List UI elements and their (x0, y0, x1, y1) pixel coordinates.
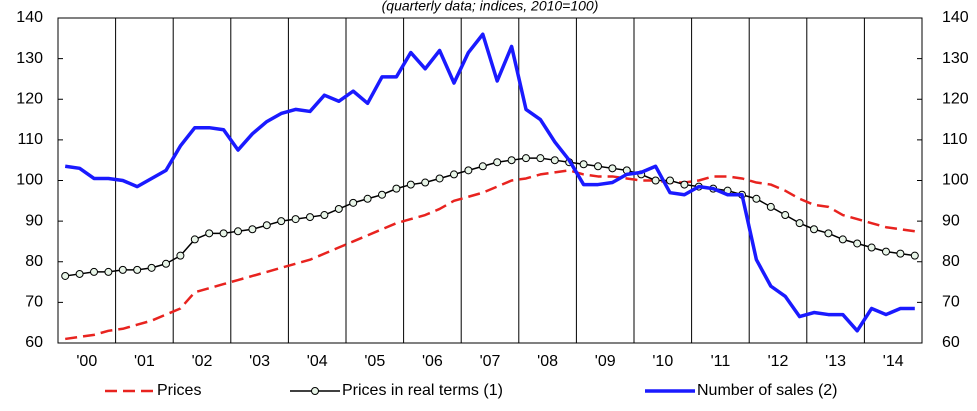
data-point (853, 239, 862, 248)
data-point (550, 156, 559, 165)
data-point (75, 269, 84, 278)
data-point (608, 164, 617, 173)
data-point (752, 194, 761, 203)
data-point (104, 267, 113, 276)
y2-tick-label: 130 (942, 50, 969, 67)
data-point (810, 225, 818, 234)
y-tick-label: 110 (17, 131, 43, 148)
y-tick-label: 100 (16, 172, 43, 189)
y2-tick-label: 70 (942, 294, 960, 311)
x-tick-label: '02 (192, 353, 213, 370)
legend-label: Prices in real terms (1) (342, 382, 503, 399)
y-tick-label: 80 (25, 253, 43, 270)
y2-tick-label: 140 (942, 9, 969, 26)
x-tick-label: '12 (768, 353, 789, 370)
x-tick-label: '05 (364, 353, 385, 370)
x-tick-label: '01 (134, 353, 155, 370)
y2-tick-label: 120 (942, 90, 969, 107)
data-point (450, 170, 458, 179)
data-point (176, 251, 185, 260)
x-tick-label: '14 (883, 353, 904, 370)
x-tick-label: '13 (825, 353, 846, 370)
data-point (320, 211, 329, 220)
series-line (65, 169, 915, 341)
data-point (421, 178, 430, 187)
data-point (262, 221, 271, 230)
x-tick-label: '00 (76, 353, 97, 370)
data-point (118, 265, 127, 274)
data-point (219, 229, 228, 238)
data-point (579, 160, 588, 169)
data-point (666, 176, 674, 185)
x-tick-label: '09 (595, 353, 616, 370)
data-point (536, 154, 545, 163)
data-point (781, 211, 790, 220)
data-point (277, 217, 286, 226)
data-point (522, 154, 530, 163)
plot-frame (57, 17, 923, 344)
data-point (363, 194, 372, 203)
series-line (64, 32, 915, 333)
data-point (234, 227, 242, 236)
data-point (190, 235, 199, 244)
x-tick-label: '07 (480, 353, 501, 370)
y-tick-label: 70 (25, 294, 43, 311)
data-point (162, 259, 170, 268)
data-point (291, 215, 300, 224)
data-point (824, 229, 833, 238)
x-tick-label: '06 (422, 353, 443, 370)
legend-label: Prices (157, 382, 201, 399)
data-point (896, 249, 905, 258)
data-point (766, 202, 775, 211)
data-point (435, 174, 444, 183)
data-point (406, 180, 415, 189)
y-tick-label: 130 (16, 50, 43, 67)
x-tick-label: '11 (711, 353, 731, 370)
chart-subtitle: (quarterly data; indices, 2010=100) (382, 0, 599, 14)
data-point (795, 219, 804, 228)
data-point (133, 265, 142, 274)
data-point (248, 225, 257, 234)
data-point (378, 190, 386, 199)
y-tick-label: 90 (25, 212, 43, 229)
data-point (507, 156, 516, 165)
y2-tick-label: 90 (942, 212, 960, 229)
x-tick-label: '10 (652, 353, 673, 370)
y2-tick-label: 110 (942, 131, 968, 148)
data-point (910, 251, 919, 260)
y-tick-label: 140 (16, 9, 43, 26)
data-point (838, 235, 847, 244)
x-tick-label: '08 (537, 353, 558, 370)
data-point (147, 263, 156, 272)
data-point (478, 162, 487, 171)
x-tick-label: '03 (249, 353, 270, 370)
data-point (493, 158, 502, 167)
data-point (867, 243, 876, 252)
data-point (680, 180, 689, 189)
data-point (594, 162, 602, 171)
y2-tick-label: 80 (942, 253, 960, 270)
data-point (334, 204, 343, 213)
y2-tick-label: 60 (942, 334, 960, 351)
data-point (349, 198, 358, 207)
data-point (306, 213, 314, 222)
legend-marker (311, 387, 319, 395)
x-tick-label: '04 (307, 353, 328, 370)
legend-label: Number of sales (2) (697, 382, 838, 399)
data-point (464, 166, 473, 175)
y2-tick-label: 100 (942, 172, 969, 189)
data-point (90, 267, 98, 276)
data-point (392, 184, 401, 193)
data-point (651, 176, 660, 185)
y-tick-label: 60 (25, 334, 43, 351)
data-point (205, 229, 214, 238)
data-point (882, 247, 890, 256)
y-tick-label: 120 (16, 90, 43, 107)
data-point (61, 271, 70, 280)
